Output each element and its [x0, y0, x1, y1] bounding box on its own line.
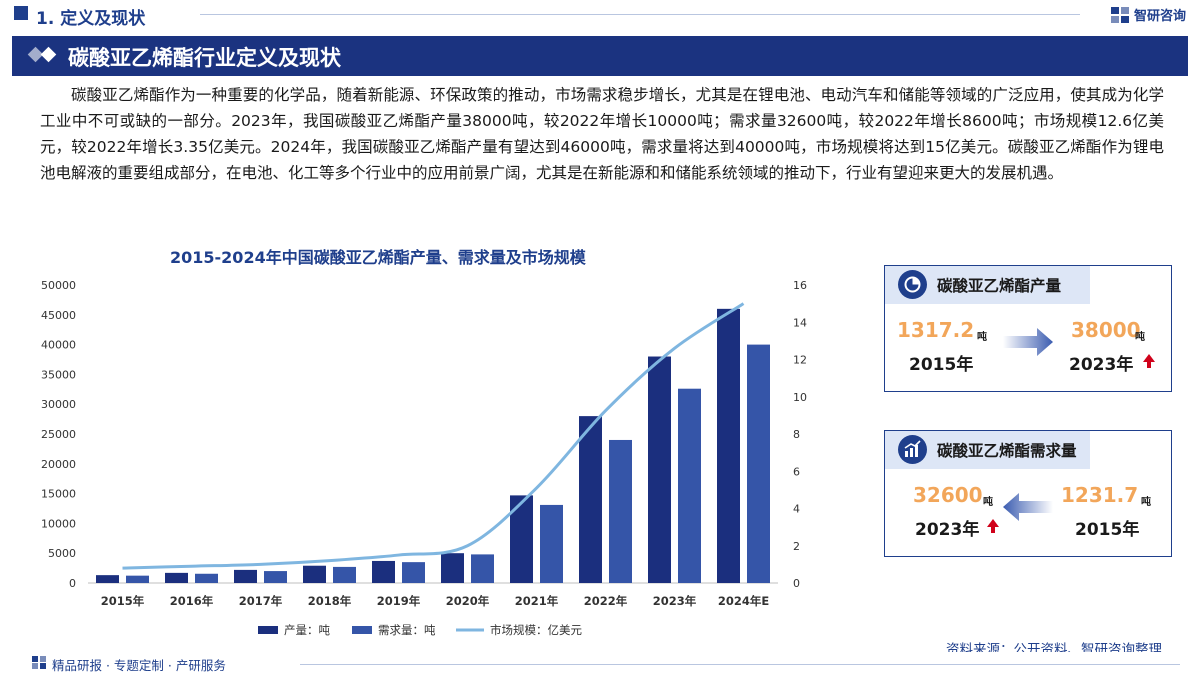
- y-right-tick-label: 14: [793, 316, 807, 329]
- production-2015-unit: 吨: [977, 332, 987, 343]
- production-2023-year: 2023年: [1069, 355, 1134, 375]
- y-right-tick-label: 12: [793, 354, 807, 367]
- y-left-tick-label: 35000: [41, 368, 76, 381]
- demand-card: 碳酸亚乙烯酯需求量 32600 吨 2023年 1231.7 吨 2015年: [884, 430, 1172, 557]
- x-tick-label: 2024年E: [718, 594, 770, 608]
- demand-2015-unit: 吨: [1141, 497, 1151, 508]
- zhiyan-logo-icon: [32, 656, 46, 669]
- y-left-tick-label: 25000: [41, 428, 76, 441]
- zhiyan-logo-icon: [1110, 6, 1129, 23]
- production-bar: [165, 572, 188, 583]
- production-2023-value: 38000: [1071, 318, 1141, 342]
- production-bar: [372, 560, 395, 583]
- demand-bar: [678, 388, 701, 583]
- demand-2023-value: 32600: [913, 483, 983, 507]
- right-arrow-icon: [1003, 328, 1053, 356]
- production-2023-unit: 吨: [1135, 332, 1145, 343]
- legend-market-label: 市场规模：亿美元: [490, 623, 582, 637]
- y-left-tick-label: 50000: [41, 279, 76, 292]
- y-right-tick-label: 4: [793, 503, 800, 516]
- y-left-tick-label: 15000: [41, 488, 76, 501]
- production-bar: [510, 495, 533, 583]
- x-tick-label: 2020年: [446, 594, 490, 608]
- legend-production-label: 产量：吨: [284, 623, 330, 637]
- x-tick-label: 2018年: [308, 594, 352, 608]
- pie-chart-icon: [898, 270, 927, 299]
- demand-bar: [195, 573, 218, 583]
- y-left-tick-label: 0: [69, 577, 76, 590]
- demand-card-header: 碳酸亚乙烯酯需求量: [885, 431, 1090, 469]
- x-tick-label: 2022年: [584, 594, 628, 608]
- diamond-icon: [27, 46, 57, 63]
- y-right-tick-label: 16: [793, 279, 807, 292]
- y-left-tick-label: 5000: [48, 547, 76, 560]
- intro-paragraph: 碳酸亚乙烯酯作为一种重要的化学品，随着新能源、环保政策的推动，市场需求稳步增长，…: [40, 86, 1164, 182]
- demand-2015-value: 1231.7: [1061, 483, 1139, 507]
- production-bar: [441, 553, 464, 583]
- chart: 0 5000 10000 15000 20000 25000 30000 35000 40000…: [41, 279, 807, 637]
- y-right-tick-label: 2: [793, 540, 800, 553]
- section-title: 1. 定义及现状: [36, 9, 146, 29]
- x-tick-label: 2021年: [515, 594, 559, 608]
- production-card-header: 碳酸亚乙烯酯产量: [885, 266, 1090, 304]
- header-divider: [200, 14, 1080, 15]
- y-left-tick-label: 30000: [41, 398, 76, 411]
- brand-name: 智研咨询: [1133, 9, 1186, 24]
- y-left-tick-label: 10000: [41, 517, 76, 530]
- left-arrow-icon: [1003, 493, 1053, 521]
- demand-bar: [402, 562, 425, 583]
- demand-2015-year: 2015年: [1075, 520, 1140, 540]
- production-bar: [303, 565, 326, 583]
- production-bar: [717, 308, 740, 583]
- y-left-tick-label: 20000: [41, 458, 76, 471]
- section-tag-icon: [14, 6, 28, 20]
- x-tick-label: 2016年: [170, 594, 214, 608]
- legend-production-swatch: [258, 626, 278, 634]
- production-bar: [648, 356, 671, 583]
- y-right-tick-label: 0: [793, 577, 800, 590]
- production-2015-year: 2015年: [909, 355, 974, 375]
- demand-bar: [471, 554, 494, 583]
- production-bar: [234, 569, 257, 583]
- bar-growth-icon: [898, 435, 927, 464]
- production-card: 碳酸亚乙烯酯产量 1317.2 吨 2015年 38000 吨 2023年: [884, 265, 1172, 392]
- demand-card-title: 碳酸亚乙烯酯需求量: [937, 442, 1077, 460]
- production-bar: [96, 575, 119, 583]
- demand-bar: [609, 439, 632, 583]
- y-left-tick-label: 40000: [41, 339, 76, 352]
- demand-2023-year: 2023年: [915, 520, 980, 540]
- market-size-line: [122, 302, 745, 570]
- production-bar: [579, 416, 602, 583]
- title-bar: 碳酸亚乙烯酯行业定义及现状: [12, 36, 1188, 76]
- x-tick-label: 2015年: [101, 594, 145, 608]
- y-right-tick-label: 10: [793, 391, 807, 404]
- legend-demand-label: 需求量：吨: [378, 623, 436, 637]
- demand-2023-unit: 吨: [983, 497, 993, 508]
- x-tick-label: 2023年: [653, 594, 697, 608]
- brand: 智研咨询: [1110, 5, 1186, 24]
- demand-bar: [333, 566, 356, 583]
- demand-bar: [126, 575, 149, 583]
- x-tick-label: 2017年: [239, 594, 283, 608]
- demand-bar: [264, 571, 287, 583]
- production-2015-value: 1317.2: [897, 318, 975, 342]
- page-title: 碳酸亚乙烯酯行业定义及现状: [68, 46, 341, 70]
- y-right-tick-label: 8: [793, 428, 800, 441]
- footer-divider: [300, 664, 1180, 665]
- y-left-tick-label: 45000: [41, 309, 76, 322]
- production-card-title: 碳酸亚乙烯酯产量: [937, 277, 1062, 295]
- demand-bar: [540, 504, 563, 583]
- y-right-tick-label: 6: [793, 465, 800, 478]
- x-tick-label: 2019年: [377, 594, 421, 608]
- demand-bar: [747, 344, 770, 583]
- footer: 精品研报 · 专题定制 · 产研服务: [0, 652, 1200, 674]
- footer-tagline: 精品研报 · 专题定制 · 产研服务: [52, 658, 226, 673]
- legend-demand-swatch: [352, 626, 372, 634]
- chart-title: 2015-2024年中国碳酸亚乙烯酯产量、需求量及市场规模: [170, 248, 586, 267]
- top-header: 1. 定义及现状 智研咨询: [0, 0, 1200, 36]
